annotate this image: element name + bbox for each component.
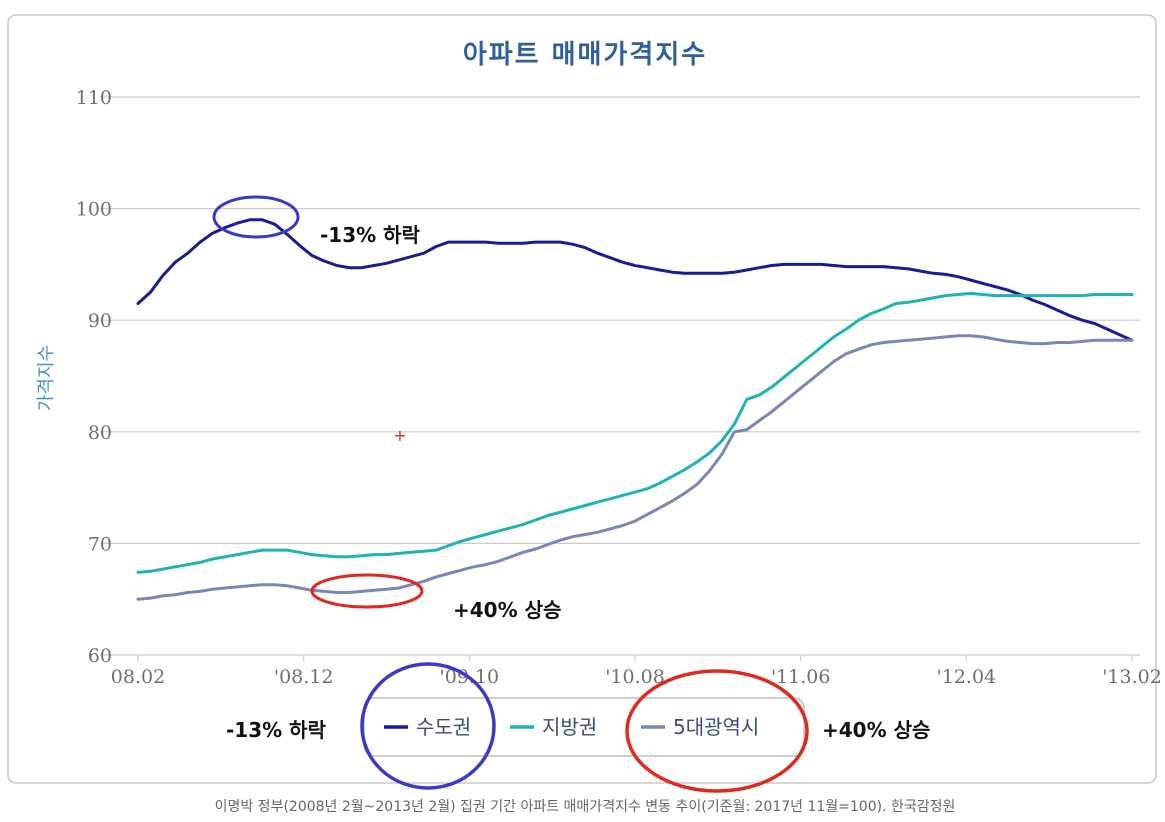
trough-highlight-circle bbox=[310, 573, 424, 609]
legend-right-note: +40% 상승 bbox=[822, 718, 930, 742]
legend-label: 수도권 bbox=[416, 715, 471, 739]
y-tick-label: 60 bbox=[88, 645, 112, 667]
x-tick-label: '10.08 bbox=[605, 666, 665, 688]
legend-label: 5대광역시 bbox=[673, 715, 759, 739]
x-tick-label: 08.02 bbox=[111, 666, 165, 688]
red-plus-marker: + bbox=[393, 426, 406, 445]
legend-left-note: -13% 하락 bbox=[226, 718, 327, 742]
x-tick-label: '13.02 bbox=[1102, 666, 1162, 688]
legend-red-circle bbox=[625, 669, 809, 793]
y-tick-label: 80 bbox=[88, 422, 112, 444]
x-tick-labels: 08.02'08.12'09.10'10.08'11.06'12.04'13.0… bbox=[111, 655, 1162, 688]
y-tick-label: 90 bbox=[88, 310, 112, 332]
peak-highlight-circle bbox=[212, 195, 300, 239]
y-tick-label: 70 bbox=[88, 533, 112, 555]
series-line-3 bbox=[136, 334, 1134, 601]
grid-lines bbox=[100, 96, 1140, 656]
legend-box bbox=[363, 697, 805, 757]
x-tick-label: '12.04 bbox=[937, 666, 997, 688]
y-tick-label: 100 bbox=[76, 199, 112, 221]
chart-title: 아파트 매매가격지수 bbox=[463, 40, 707, 70]
x-tick-label: '11.06 bbox=[771, 666, 831, 688]
series-line-1 bbox=[136, 218, 1134, 342]
legend-blue-circle bbox=[360, 662, 496, 790]
peak-note: -13% 하락 bbox=[320, 223, 421, 247]
y-axis-label: 가격지수 bbox=[36, 345, 57, 411]
legend: 수도권 지방권 5대광역시 bbox=[384, 715, 759, 739]
legend-label: 지방권 bbox=[542, 715, 597, 739]
chart-frame bbox=[7, 14, 1157, 784]
rise-note: +40% 상승 bbox=[453, 598, 561, 622]
source-caption: 이명박 정부(2008년 2월~2013년 2월) 집권 기간 아파트 매매가격… bbox=[215, 799, 956, 815]
x-tick-label: '08.12 bbox=[274, 666, 334, 688]
series-lines bbox=[136, 218, 1134, 601]
series-line-2 bbox=[136, 291, 1134, 574]
y-tick-labels: 60 70 80 90 100 110 bbox=[76, 87, 112, 667]
y-tick-label: 110 bbox=[76, 87, 112, 109]
